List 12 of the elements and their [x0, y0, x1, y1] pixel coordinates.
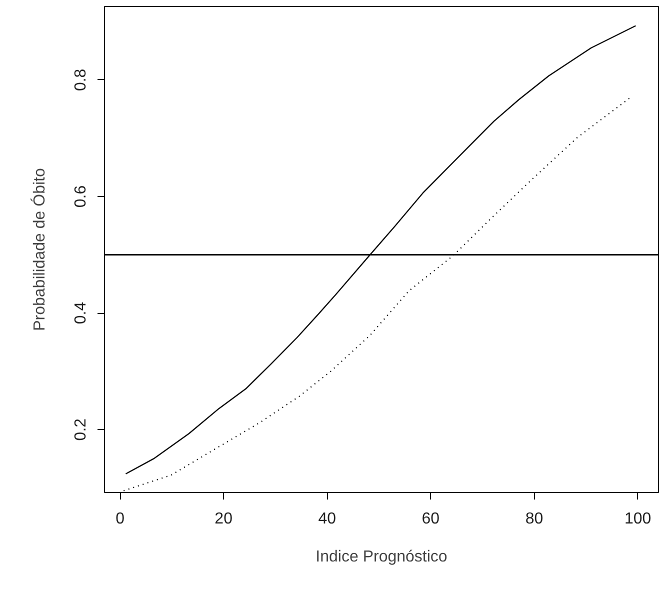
x-tick-label: 0: [116, 510, 125, 528]
x-tick-label: 80: [525, 510, 544, 528]
x-tick-label: 20: [214, 510, 233, 528]
x-tick-label: 40: [318, 510, 336, 528]
y-tick-label: 0.4: [72, 302, 90, 324]
y-tick-label: 0.8: [72, 68, 90, 92]
x-axis-title: Indice Prognóstico: [316, 548, 448, 566]
x-tick-label: 60: [422, 510, 440, 528]
y-tick-label: 0.2: [72, 418, 90, 441]
y-tick-label: 0.6: [72, 185, 90, 208]
y-axis-title: Probabilidade de Óbito: [30, 168, 48, 331]
x-tick-label: 100: [624, 510, 652, 528]
